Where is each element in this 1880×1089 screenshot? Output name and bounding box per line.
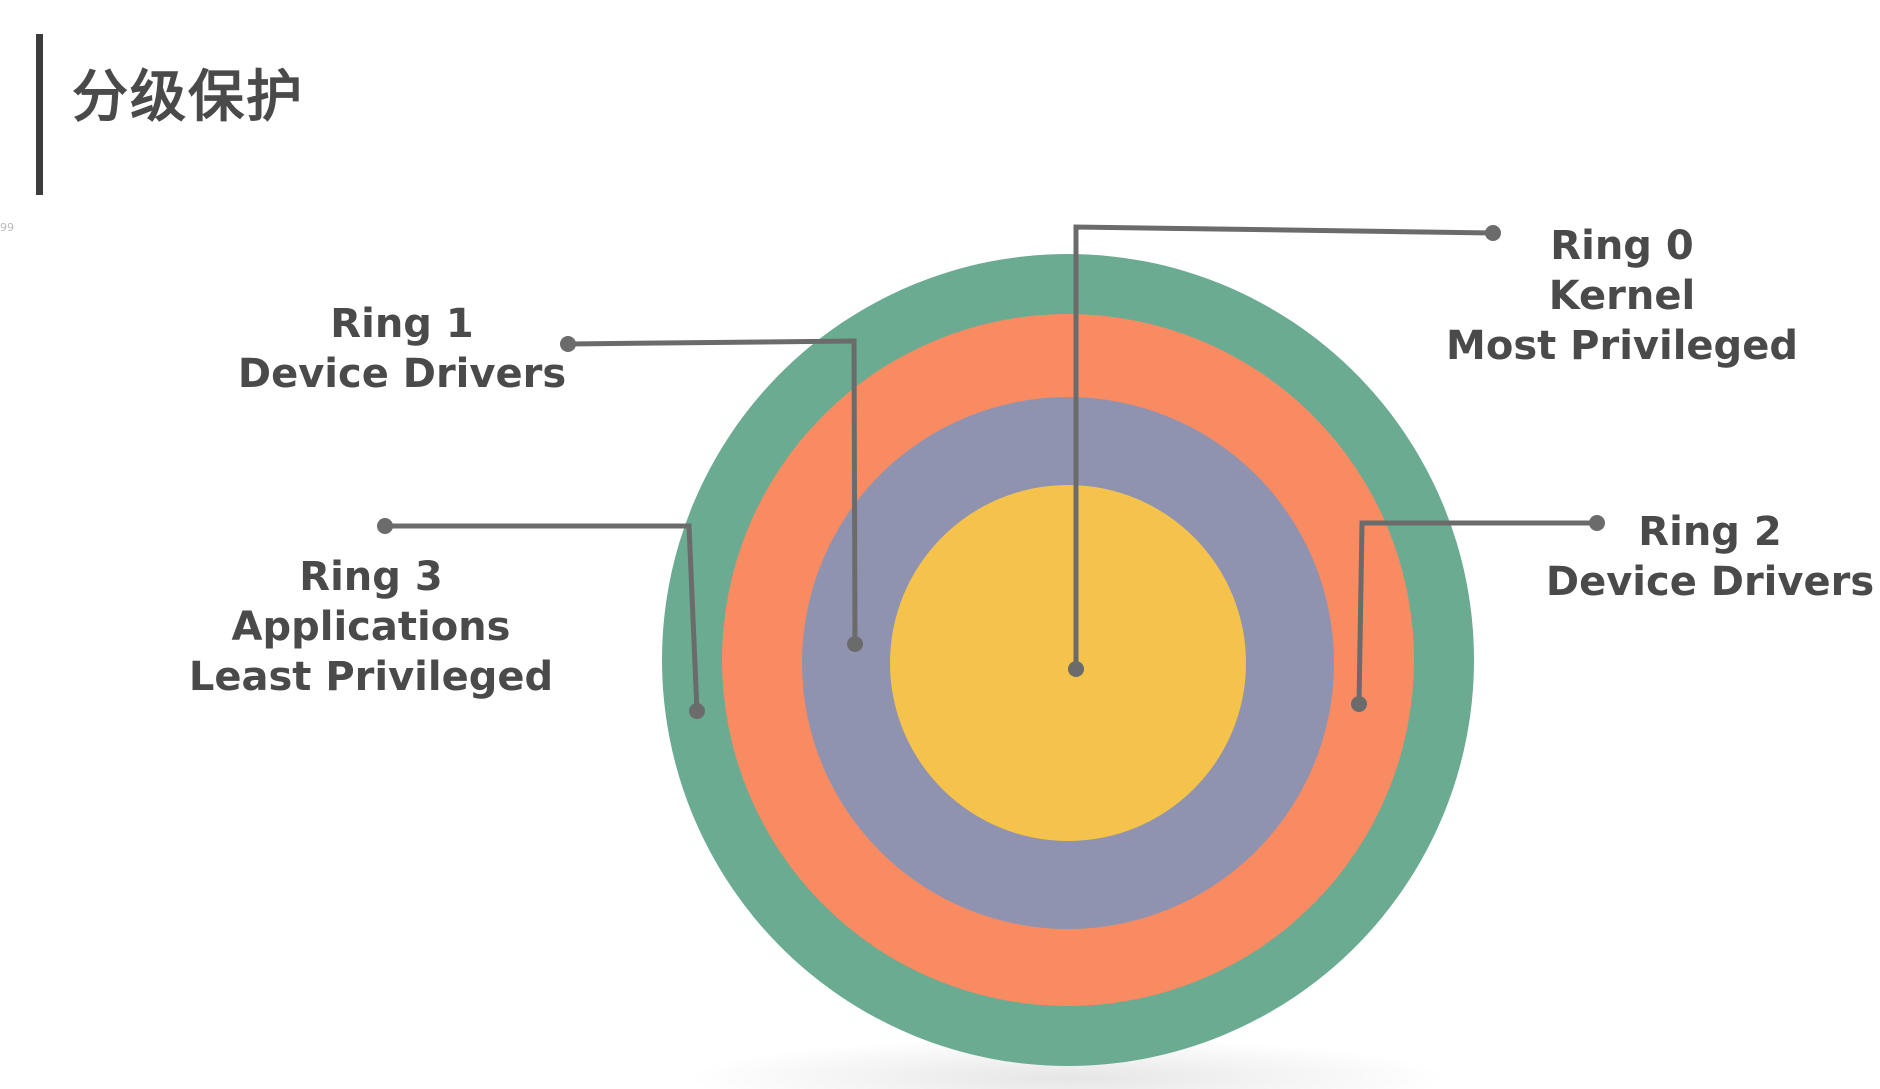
ring-1-leader-dot <box>847 636 863 652</box>
ring-3-label-line: Least Privileged <box>188 654 554 700</box>
ring-2-leader-dot <box>1351 696 1367 712</box>
page-title: 分级保护 <box>72 65 304 130</box>
ring-3-leader-end-dot <box>377 518 393 534</box>
ring-2-label: Ring 2 Device Drivers <box>1546 507 1874 607</box>
ring-0-label-line: Most Privileged <box>1446 323 1798 369</box>
ring-1-label-line: Device Drivers <box>237 351 567 397</box>
ring-0-leader-end-dot <box>1485 225 1501 241</box>
ring-0-circle <box>890 485 1246 841</box>
ring-3-leader-dot <box>689 703 705 719</box>
ring-3-label-line: Applications <box>231 604 511 650</box>
ring-1-leader-line <box>567 338 858 645</box>
title-accent-bar <box>36 34 43 195</box>
ring-0-label: Ring 0 Kernel Most Privileged <box>1446 221 1798 371</box>
ring-1-label: Ring 1 Device Drivers <box>238 299 566 399</box>
ring-2-label-line: Ring 2 <box>1638 509 1782 555</box>
ring-3-label: Ring 3 Applications Least Privileged <box>189 552 553 702</box>
ring-2-leader-end-dot <box>1589 515 1605 531</box>
ring-1-label-line: Ring 1 <box>330 301 474 347</box>
ring-2-leader-line <box>1356 520 1597 705</box>
ring-1-leader-end-dot <box>560 336 576 352</box>
ring-0-leader-line <box>1073 224 1494 669</box>
ring-2-label-line: Device Drivers <box>1545 559 1875 605</box>
ring-0-label-line: Ring 0 <box>1550 223 1694 269</box>
ring-0-label-line: Kernel <box>1548 273 1696 319</box>
ring-0-leader-dot <box>1068 661 1084 677</box>
ring-3-leader-line <box>385 523 700 712</box>
corner-mark: 99 <box>0 221 14 234</box>
ring-3-label-line: Ring 3 <box>299 554 443 600</box>
